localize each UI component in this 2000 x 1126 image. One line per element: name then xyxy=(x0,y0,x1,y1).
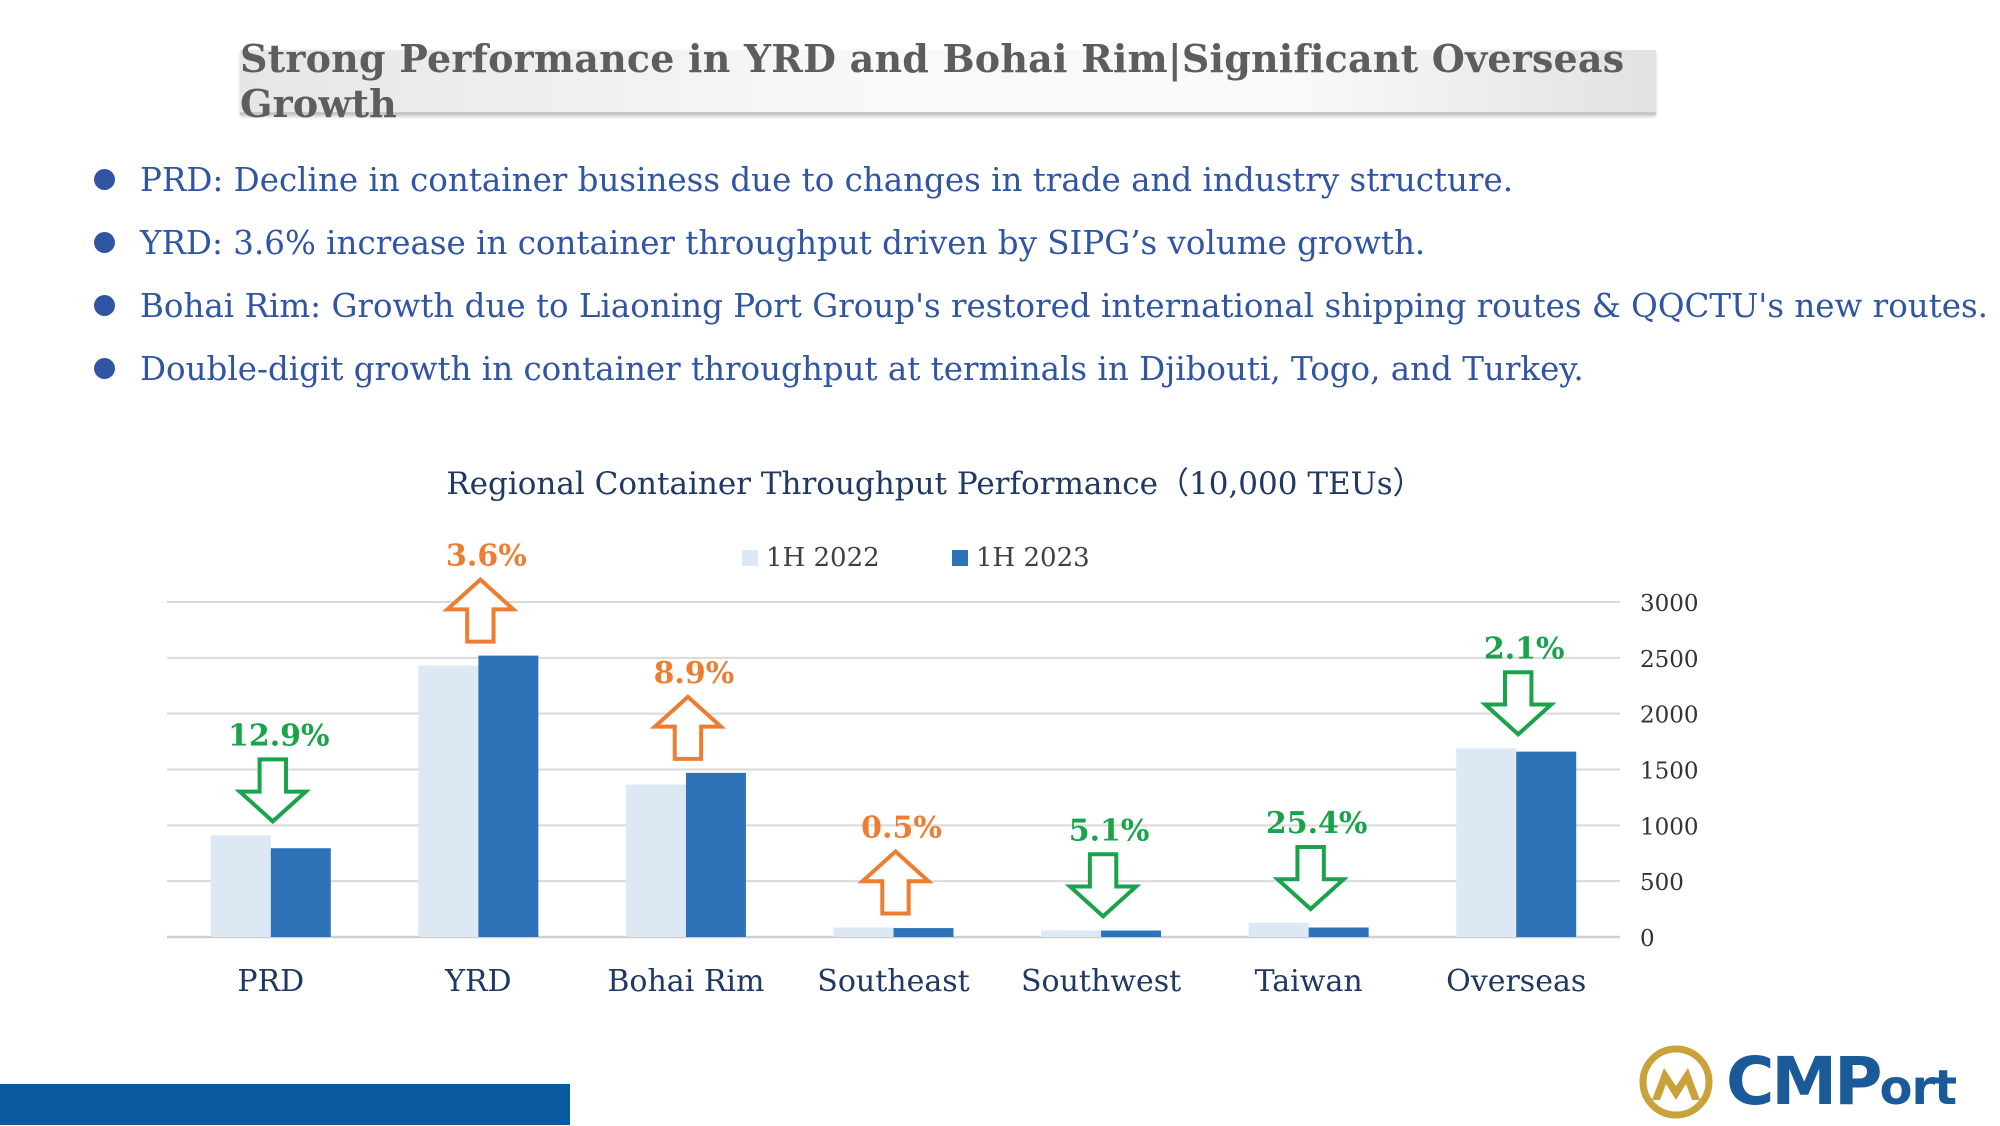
change-label: 5.1% xyxy=(1069,813,1150,848)
footer-accent-bar xyxy=(0,1084,570,1125)
bar-1h-2022 xyxy=(418,665,479,937)
bar-1h-2023 xyxy=(1308,927,1369,937)
bullet-item: PRD: Decline in container business due t… xyxy=(94,148,1974,211)
down-arrow-icon xyxy=(1480,670,1557,737)
bullet-dot-icon xyxy=(94,232,115,253)
bar-1h-2022 xyxy=(1248,923,1309,937)
logo-text-main: CMP xyxy=(1726,1043,1882,1120)
bar-1h-2022 xyxy=(1456,748,1517,937)
change-label: 12.9% xyxy=(228,718,330,753)
bullet-text: Bohai Rim: Growth due to Liaoning Port G… xyxy=(140,286,1988,325)
bar-1h-2022 xyxy=(833,927,894,937)
category-label: Southeast xyxy=(817,964,969,999)
bullet-list: PRD: Decline in container business due t… xyxy=(94,148,1988,400)
bar-1h-2023 xyxy=(1101,930,1162,937)
change-label: 3.6% xyxy=(446,539,527,574)
down-arrow-icon xyxy=(1064,852,1142,919)
chart-title: Regional Container Throughput Performanc… xyxy=(446,466,1424,502)
y-tick-label: 500 xyxy=(1640,870,1684,896)
y-tick-label: 1000 xyxy=(1640,814,1699,840)
category-label: Bohai Rim xyxy=(607,964,764,999)
bar-1h-2023 xyxy=(685,772,746,937)
change-label: 0.5% xyxy=(861,811,942,846)
bullet-dot-icon xyxy=(94,295,115,316)
cmport-emblem-icon xyxy=(1639,1045,1713,1119)
legend-label: 1H 2023 xyxy=(976,543,1090,573)
y-tick-label: 2500 xyxy=(1640,647,1699,673)
bullet-text: YRD: 3.6% increase in container throughp… xyxy=(140,223,1426,262)
change-label: 8.9% xyxy=(654,656,735,691)
bullet-item: Bohai Rim: Growth due to Liaoning Port G… xyxy=(94,274,1988,337)
bullet-dot-icon xyxy=(94,169,115,190)
bar-1h-2023 xyxy=(270,848,331,937)
change-label: 25.4% xyxy=(1266,806,1368,841)
slide-title-bar: Strong Performance in YRD and Bohai Rim|… xyxy=(240,36,1656,126)
cmport-logo: CMPort xyxy=(1638,1044,1988,1120)
category-label: PRD xyxy=(237,964,304,999)
category-label: Southwest xyxy=(1021,964,1181,999)
bar-1h-2022 xyxy=(625,784,686,937)
bar-1h-2023 xyxy=(893,928,954,937)
bullet-text: PRD: Decline in container business due t… xyxy=(140,160,1514,199)
bar-1h-2023 xyxy=(1516,751,1577,937)
legend-label: 1H 2022 xyxy=(766,543,880,573)
bar-1h-2022 xyxy=(1041,930,1102,937)
up-arrow-icon xyxy=(442,576,519,644)
bullet-text: Double-digit growth in container through… xyxy=(140,349,1584,388)
slide-title: Strong Performance in YRD and Bohai Rim|… xyxy=(240,36,1625,126)
bar-1h-2023 xyxy=(478,655,539,937)
legend-swatch xyxy=(952,550,968,566)
legend-swatch xyxy=(742,550,758,566)
bullet-item: YRD: 3.6% increase in container throughp… xyxy=(94,211,1974,274)
category-label: YRD xyxy=(444,964,511,999)
bar-1h-2022 xyxy=(210,835,271,937)
up-arrow-icon xyxy=(857,848,934,916)
y-tick-label: 0 xyxy=(1640,926,1655,952)
up-arrow-icon xyxy=(649,694,727,761)
category-label: Taiwan xyxy=(1255,964,1363,999)
y-tick-label: 3000 xyxy=(1640,591,1699,617)
change-label: 2.1% xyxy=(1484,631,1565,666)
cmport-wordmark: CMPort xyxy=(1726,1043,1958,1126)
y-tick-label: 1500 xyxy=(1640,759,1699,785)
down-arrow-icon xyxy=(1272,845,1349,912)
logo-text-small: ort xyxy=(1879,1060,1958,1116)
bullet-dot-icon xyxy=(94,358,115,379)
y-tick-label: 2000 xyxy=(1640,703,1699,729)
down-arrow-icon xyxy=(234,757,311,825)
bullet-item: Double-digit growth in container through… xyxy=(94,337,1974,400)
category-label: Overseas xyxy=(1446,964,1586,999)
